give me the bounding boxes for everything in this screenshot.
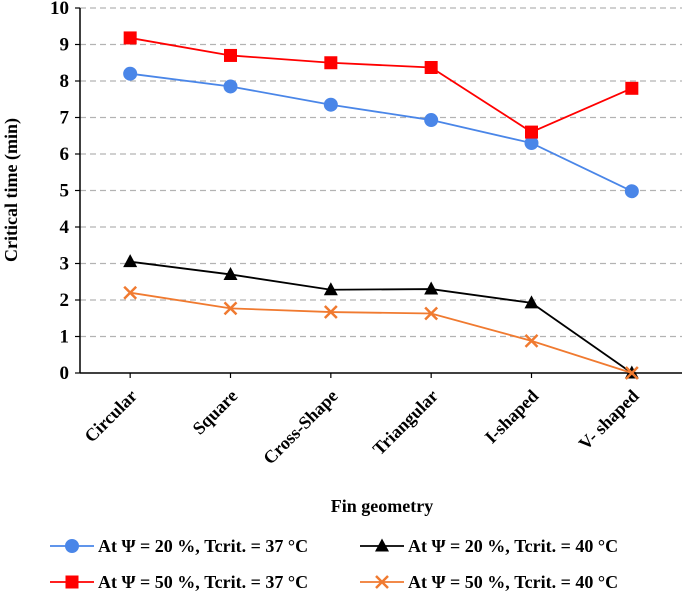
x-tick-label: Circular [80,386,141,447]
series-2 [123,254,639,379]
y-ticks: 0 1 2 3 4 5 6 7 8 9 10 [50,0,80,384]
x-tick-label: Triangular [369,386,442,459]
data-point [525,125,538,139]
data-point [424,281,439,295]
data-point [625,81,639,95]
series-3 [123,31,639,139]
legend-label: At Ψ = 50 %, Tcrit. = 40 °C [408,572,618,592]
legend-marker [65,575,79,589]
legend-label: At Ψ = 50 %, Tcrit. = 37 °C [98,572,308,592]
legend-marker [375,575,389,589]
x-tick-label: Square [189,386,242,439]
data-point [524,295,539,309]
data-point [324,56,338,70]
legend-item: At Ψ = 20 %, Tcrit. = 40 °C [360,536,618,556]
x-tick-label: I-shaped [481,386,543,448]
data-point [123,31,137,45]
data-point [624,366,639,380]
legend: At Ψ = 20 %, Tcrit. = 37 °C At Ψ = 20 %, … [50,536,618,592]
series-line [130,291,633,374]
legend-label: At Ψ = 20 %, Tcrit. = 40 °C [408,536,618,556]
series-line [130,72,633,193]
legend-item: At Ψ = 50 %, Tcrit. = 40 °C [360,572,618,592]
series-line [130,260,633,374]
y-axis-title: Critical time (min) [1,118,22,262]
data-point [624,184,639,199]
y-tick-label: 1 [60,327,70,348]
x-axis-title: Fin geometry [331,496,433,516]
y-tick-label: 3 [60,254,70,275]
legend-marker [375,538,389,552]
series-1 [123,66,639,199]
data-point [424,306,439,321]
data-point [223,266,238,280]
y-tick-label: 9 [60,35,70,56]
data-point [524,333,539,348]
y-tick-label: 0 [60,363,70,384]
data-point [224,48,237,62]
data-point [424,60,438,74]
data-point [123,254,138,268]
y-tick-label: 10 [50,0,69,19]
series-layer [123,31,639,380]
legend-item: At Ψ = 50 %, Tcrit. = 37 °C [50,572,308,592]
y-tick-label: 7 [60,108,70,129]
x-tick-label: V- shaped [575,386,643,454]
y-tick-label: 6 [60,144,70,165]
data-point [123,66,138,81]
data-point [424,113,439,128]
y-tick-label: 5 [60,181,70,202]
data-point [323,97,338,112]
data-point [223,301,238,316]
legend-label: At Ψ = 20 %, Tcrit. = 37 °C [98,536,308,556]
y-tick-label: 8 [60,71,70,92]
y-tick-label: 4 [60,217,70,238]
legend-item: At Ψ = 20 %, Tcrit. = 37 °C [50,536,308,556]
legend-marker [65,539,79,553]
x-tick-label: Cross-Shape [259,386,342,469]
series-line [130,37,633,134]
y-tick-label: 2 [60,290,70,311]
x-ticks: Circular Square Cross-Shape Triangular I-sha… [80,373,643,469]
data-point [323,305,338,319]
data-point [223,79,238,94]
data-point [323,282,338,296]
data-point [123,285,138,300]
series-4 [123,285,639,380]
